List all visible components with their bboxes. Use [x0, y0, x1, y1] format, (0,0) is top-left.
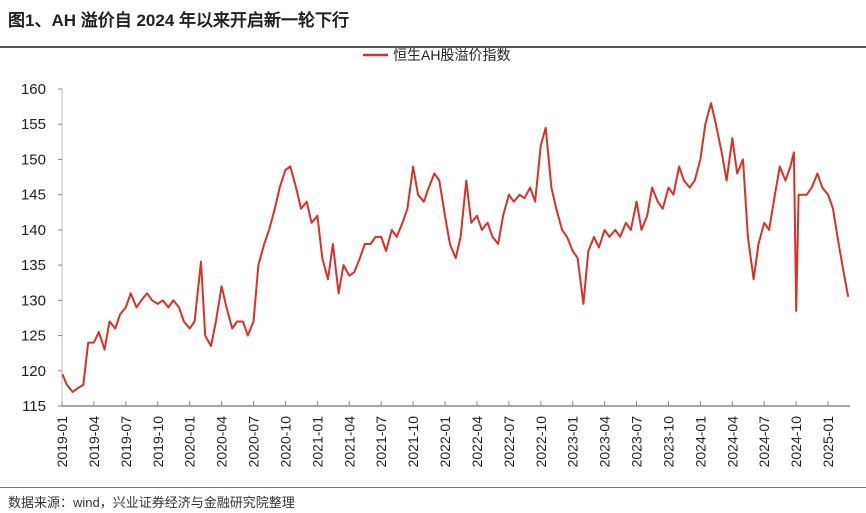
x-tick-label: 2024-01: [692, 416, 708, 468]
x-tick-label: 2021-04: [341, 416, 357, 468]
x-tick-label: 2025-01: [820, 416, 836, 468]
y-tick-label: 130: [21, 292, 46, 309]
x-tick-label: 2023-01: [565, 416, 581, 468]
title-divider: [0, 46, 866, 48]
figure-title: 图1、AH 溢价自 2024 年以来开启新一轮下行: [8, 11, 349, 30]
y-tick-label: 120: [21, 363, 46, 380]
x-tick-label: 2022-10: [533, 416, 549, 468]
legend-label: 恒生AH股溢价指数: [393, 47, 510, 63]
x-tick-label: 2020-04: [214, 416, 230, 468]
x-tick-label: 2019-04: [86, 416, 102, 468]
x-tick-label: 2021-10: [405, 416, 421, 468]
y-tick-label: 115: [22, 398, 46, 415]
legend: 恒生AH股溢价指数: [363, 47, 510, 63]
y-tick-label: 160: [21, 81, 46, 98]
x-tick-label: 2019-07: [118, 416, 134, 468]
x-tick-label: 2022-01: [437, 416, 453, 468]
x-tick-label: 2022-04: [469, 416, 485, 468]
x-tick-label: 2024-10: [788, 416, 804, 468]
x-tick-label: 2023-04: [597, 416, 613, 468]
footer-divider: [0, 487, 866, 488]
x-tick-label: 2019-10: [150, 416, 166, 468]
y-tick-label: 125: [21, 328, 46, 345]
y-tick-label: 155: [21, 116, 46, 133]
x-tick-label: 2023-10: [660, 416, 676, 468]
y-tick-label: 150: [21, 151, 46, 168]
x-tick-label: 2020-10: [277, 416, 293, 468]
x-tick-label: 2021-07: [373, 416, 389, 468]
x-tick-label: 2020-01: [182, 416, 198, 468]
x-tick-label: 2023-07: [629, 416, 645, 468]
x-tick-label: 2022-07: [501, 416, 517, 468]
y-tick-label: 140: [21, 222, 46, 239]
source-note: 数据来源：wind，兴业证券经济与金融研究院整理: [8, 495, 295, 510]
x-tick-label: 2019-01: [54, 416, 70, 468]
y-tick-label: 145: [21, 187, 46, 204]
x-tick-label: 2024-04: [724, 416, 740, 468]
x-tick-label: 2020-07: [246, 416, 262, 468]
x-tick-label: 2024-07: [756, 416, 772, 468]
y-tick-label: 135: [21, 257, 46, 274]
x-tick-label: 2021-01: [309, 416, 325, 468]
series-line-ah-premium: [61, 102, 850, 393]
